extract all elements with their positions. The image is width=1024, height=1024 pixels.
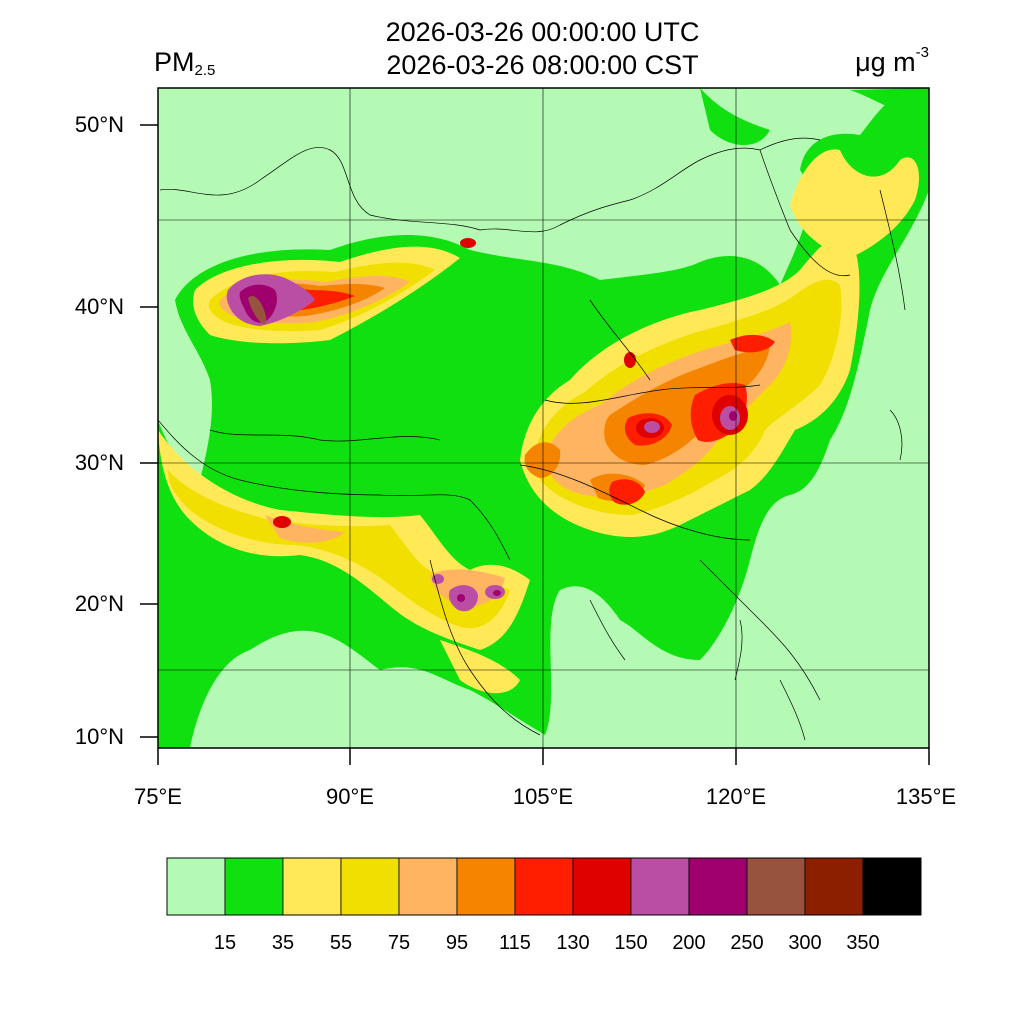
colorbar-swatch-4 [398,857,458,916]
unit-label: μg m-3 [855,44,929,78]
colorbar-tick-label: 250 [730,932,764,954]
colorbar-tick-label: 15 [213,932,237,954]
colorbar-swatch-1 [224,857,284,916]
title-utc: 2026-03-26 00:00:00 UTC [385,17,700,47]
lon-label-105: 105°E [512,784,574,809]
lat-label-10: 10°N [74,724,124,749]
colorbar-tick-label: 35 [271,932,295,954]
variable-main: PM [154,47,195,77]
colorbar [166,857,922,916]
colorbar-swatch-12 [862,857,922,916]
colorbar-swatch-11 [804,857,864,916]
colorbar-tick-label: 350 [846,932,880,954]
lon-label-135: 135°E [895,784,957,809]
colorbar-tick-label: 130 [556,932,590,954]
unit-main: μg m [855,47,916,77]
lat-label-20: 20°N [74,591,124,616]
lat-label-40: 40°N [74,294,124,319]
colorbar-tick-label: 150 [614,932,648,954]
unit-sup: -3 [915,44,929,61]
lat-label-50: 50°N [74,112,124,137]
graticule [158,88,929,748]
variable-sub: 2.5 [194,62,216,79]
colorbar-swatch-0 [166,857,226,916]
colorbar-swatch-8 [630,857,690,916]
axis-ticks [140,124,930,765]
colorbar-tick-label: 200 [672,932,706,954]
pm25-field [158,88,929,748]
colorbar-tick-label: 75 [387,932,411,954]
colorbar-swatch-9 [688,857,748,916]
lon-label-90: 90°E [326,784,374,809]
colorbar-tick-label: 55 [329,932,353,954]
lon-label-120: 120°E [705,784,767,809]
colorbar-swatch-5 [456,857,516,916]
colorbar-swatch-6 [514,857,574,916]
colorbar-tick-label: 115 [499,932,531,954]
colorbar-swatch-2 [282,857,342,916]
colorbar-swatch-3 [340,857,400,916]
colorbar-tick-label: 300 [788,932,822,954]
colorbar-swatch-7 [572,857,632,916]
level-250-300 [248,296,267,324]
colorbar-swatch-10 [746,857,806,916]
variable-label: PM2.5 [154,47,216,79]
boundaries [158,137,906,741]
lon-label-75: 75°E [134,784,182,809]
colorbar-tick-label: 95 [445,932,469,954]
colorbar-frame [166,857,922,916]
title-cst: 2026-03-26 08:00:00 CST [386,50,699,80]
lat-label-30: 30°N [74,450,124,475]
